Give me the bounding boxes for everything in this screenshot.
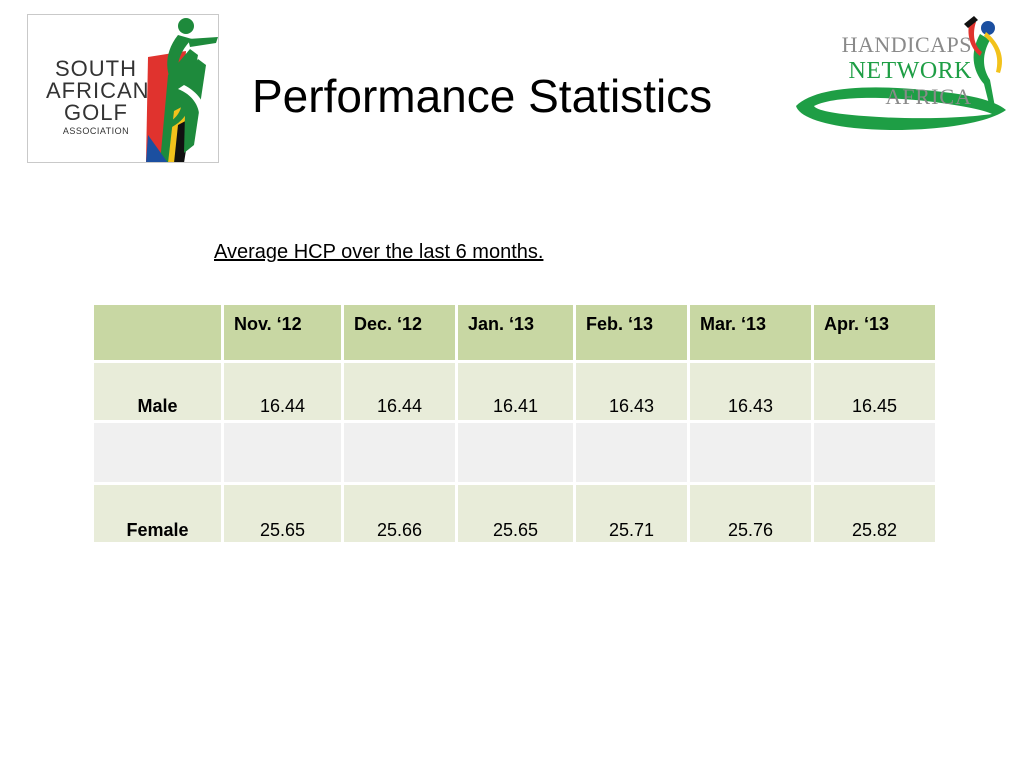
saga-logo-line-1: SOUTH	[55, 56, 137, 81]
table-cell: 16.41	[458, 363, 573, 420]
table-cell: 25.65	[224, 485, 341, 542]
column-header: Mar. ‘13	[690, 305, 811, 360]
table-cell: 16.44	[224, 363, 341, 420]
table-cell: 16.43	[690, 363, 811, 420]
hna-logo-line-3: AFRICA	[885, 84, 972, 109]
table-header-row: Nov. ‘12 Dec. ‘12 Jan. ‘13 Feb. ‘13 Mar.…	[94, 305, 935, 360]
south-african-golf-association-logo: SOUTH AFRICAN GOLF ASSOCIATION	[27, 14, 219, 163]
table-cell	[690, 423, 811, 482]
table-cell	[458, 423, 573, 482]
table-cell: 16.43	[576, 363, 687, 420]
column-header: Dec. ‘12	[344, 305, 455, 360]
table-cell	[344, 423, 455, 482]
column-header: Feb. ‘13	[576, 305, 687, 360]
column-header: Apr. ‘13	[814, 305, 935, 360]
hcp-table: Nov. ‘12 Dec. ‘12 Jan. ‘13 Feb. ‘13 Mar.…	[91, 302, 938, 545]
table-cell	[814, 423, 935, 482]
hna-emblem-icon	[796, 16, 1006, 130]
table-row-female: Female 25.65 25.66 25.65 25.71 25.76 25.…	[94, 485, 935, 542]
table-cell: 25.71	[576, 485, 687, 542]
column-header: Jan. ‘13	[458, 305, 573, 360]
saga-logo-line-2: AFRICAN	[46, 78, 150, 103]
hna-logo-line-2: NETWORK	[848, 58, 972, 84]
saga-logo-line-4: ASSOCIATION	[62, 126, 130, 136]
table-caption: Average HCP over the last 6 months.	[214, 241, 544, 263]
table-cell: 25.76	[690, 485, 811, 542]
table-cell	[576, 423, 687, 482]
table-row-empty	[94, 423, 935, 482]
saga-emblem-icon	[146, 18, 218, 162]
table-cell: 16.44	[344, 363, 455, 420]
header-corner-cell	[94, 305, 221, 360]
row-label	[94, 423, 221, 482]
handicaps-network-africa-logo: HANDICAPS NETWORK AFRICA	[794, 14, 1014, 134]
row-label: Male	[94, 363, 221, 420]
row-label: Female	[94, 485, 221, 542]
column-header: Nov. ‘12	[224, 305, 341, 360]
table-cell: 25.82	[814, 485, 935, 542]
hna-logo-line-1: HANDICAPS	[841, 32, 972, 57]
page-title: Performance Statistics	[252, 70, 713, 122]
table-cell: 25.66	[344, 485, 455, 542]
saga-logo-line-3: GOLF	[64, 100, 128, 125]
table-cell	[224, 423, 341, 482]
table-cell: 25.65	[458, 485, 573, 542]
table-cell: 16.45	[814, 363, 935, 420]
table-row-male: Male 16.44 16.44 16.41 16.43 16.43 16.45	[94, 363, 935, 420]
